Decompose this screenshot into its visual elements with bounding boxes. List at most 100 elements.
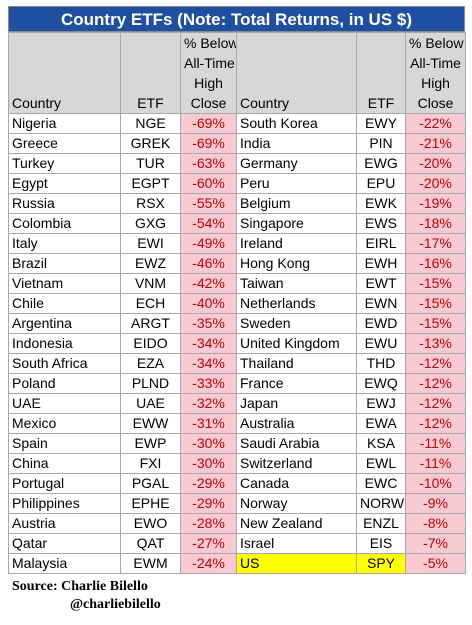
- source-handle: @charliebilello: [70, 597, 161, 612]
- pct-below-high-cell: -15%: [405, 273, 466, 294]
- etf-cell: EWT: [356, 273, 406, 294]
- etf-cell: QAT: [120, 533, 181, 554]
- country-cell: South Korea: [236, 113, 357, 134]
- pct-below-high-cell: -34%: [180, 353, 237, 374]
- country-cell: Italy: [8, 233, 121, 254]
- table-row: Chile ECH -40% Netherlands EWN -15%: [8, 293, 466, 314]
- etf-cell: FXI: [120, 453, 181, 474]
- etf-cell: EWS: [356, 213, 406, 234]
- country-cell: China: [8, 453, 121, 474]
- pct-below-high-cell: -15%: [405, 313, 466, 334]
- country-cell: Indonesia: [8, 333, 121, 354]
- pct-below-high-cell: -9%: [405, 493, 466, 514]
- etf-cell: EWP: [120, 433, 181, 454]
- country-cell: Canada: [236, 473, 357, 494]
- chart-title: Country ETFs (Note: Total Returns, in US…: [8, 6, 465, 32]
- table-row: Nigeria NGE -69% South Korea EWY -22%: [8, 113, 466, 134]
- country-cell: India: [236, 133, 357, 154]
- chart-container: Country ETFs (Note: Total Returns, in US…: [8, 6, 466, 574]
- etf-cell: GREK: [120, 133, 181, 154]
- country-cell: Austria: [8, 513, 121, 534]
- country-cell: Sweden: [236, 313, 357, 334]
- country-cell: Mexico: [8, 413, 121, 434]
- header-country-left: Country: [8, 32, 121, 114]
- country-cell: Germany: [236, 153, 357, 174]
- header-pct-line3: High: [421, 75, 450, 91]
- header-pct-line2: All-Time: [184, 55, 235, 71]
- country-cell: Colombia: [8, 213, 121, 234]
- header-country-right: Country: [236, 32, 357, 114]
- pct-below-high-cell: -12%: [405, 413, 466, 434]
- etf-cell: EWK: [356, 193, 406, 214]
- country-cell: Philippines: [8, 493, 121, 514]
- pct-below-high-cell: -35%: [180, 313, 237, 334]
- etf-cell: EWC: [356, 473, 406, 494]
- etf-table: Country ETF % Below All-Time High Close …: [8, 32, 466, 574]
- header-pct-line3: High: [194, 75, 223, 91]
- etf-cell: ECH: [120, 293, 181, 314]
- header-etf-left: ETF: [120, 32, 181, 114]
- pct-below-high-cell: -11%: [405, 453, 466, 474]
- table-row: Poland PLND -33% France EWQ -12%: [8, 373, 466, 394]
- country-cell: US: [236, 553, 357, 574]
- etf-cell: ARGT: [120, 313, 181, 334]
- pct-below-high-cell: -21%: [405, 133, 466, 154]
- country-cell: Argentina: [8, 313, 121, 334]
- etf-cell: RSX: [120, 193, 181, 214]
- country-cell: Ireland: [236, 233, 357, 254]
- header-pct-left: % Below All-Time High Close: [180, 32, 237, 114]
- country-cell: Turkey: [8, 153, 121, 174]
- country-cell: Norway: [236, 493, 357, 514]
- table-row: Turkey TUR -63% Germany EWG -20%: [8, 153, 466, 174]
- country-cell: Hong Kong: [236, 253, 357, 274]
- etf-cell: VNM: [120, 273, 181, 294]
- pct-below-high-cell: -46%: [180, 253, 237, 274]
- country-cell: Australia: [236, 413, 357, 434]
- etf-cell: SPY: [356, 553, 406, 574]
- pct-below-high-cell: -5%: [405, 553, 466, 574]
- etf-cell: EGPT: [120, 173, 181, 194]
- etf-cell: PLND: [120, 373, 181, 394]
- etf-cell: NGE: [120, 113, 181, 134]
- country-cell: Chile: [8, 293, 121, 314]
- pct-below-high-cell: -15%: [405, 293, 466, 314]
- etf-cell: EPHE: [120, 493, 181, 514]
- pct-below-high-cell: -34%: [180, 333, 237, 354]
- header-pct-line2: All-Time: [410, 55, 461, 71]
- pct-below-high-cell: -8%: [405, 513, 466, 534]
- source-line: Source: Charlie Bilello: [12, 579, 148, 594]
- pct-below-high-cell: -42%: [180, 273, 237, 294]
- pct-below-high-cell: -49%: [180, 233, 237, 254]
- etf-cell: EWU: [356, 333, 406, 354]
- etf-cell: EIRL: [356, 233, 406, 254]
- pct-below-high-cell: -20%: [405, 153, 466, 174]
- country-cell: Spain: [8, 433, 121, 454]
- country-cell: Malaysia: [8, 553, 121, 574]
- table-row: Mexico EWW -31% Australia EWA -12%: [8, 413, 466, 434]
- header-pct-line4: Close: [417, 95, 454, 111]
- pct-below-high-cell: -29%: [180, 493, 237, 514]
- etf-cell: PIN: [356, 133, 406, 154]
- country-cell: Russia: [8, 193, 121, 214]
- table-row: China FXI -30% Switzerland EWL -11%: [8, 453, 466, 474]
- pct-below-high-cell: -13%: [405, 333, 466, 354]
- table-row: Qatar QAT -27% Israel EIS -7%: [8, 533, 466, 554]
- country-cell: Vietnam: [8, 273, 121, 294]
- pct-below-high-cell: -12%: [405, 373, 466, 394]
- etf-cell: EZA: [120, 353, 181, 374]
- country-cell: Brazil: [8, 253, 121, 274]
- pct-below-high-cell: -69%: [180, 133, 237, 154]
- pct-below-high-cell: -18%: [405, 213, 466, 234]
- etf-cell: NORW: [356, 493, 406, 514]
- pct-below-high-cell: -40%: [180, 293, 237, 314]
- pct-below-high-cell: -17%: [405, 233, 466, 254]
- header-pct-line1: % Below: [409, 35, 464, 51]
- table-row: Portugal PGAL -29% Canada EWC -10%: [8, 473, 466, 494]
- etf-cell: PGAL: [120, 473, 181, 494]
- etf-cell: EWA: [356, 413, 406, 434]
- table-row: Spain EWP -30% Saudi Arabia KSA -11%: [8, 433, 466, 454]
- pct-below-high-cell: -32%: [180, 393, 237, 414]
- etf-cell: EWM: [120, 553, 181, 574]
- table-row: South Africa EZA -34% Thailand THD -12%: [8, 353, 466, 374]
- pct-below-high-cell: -31%: [180, 413, 237, 434]
